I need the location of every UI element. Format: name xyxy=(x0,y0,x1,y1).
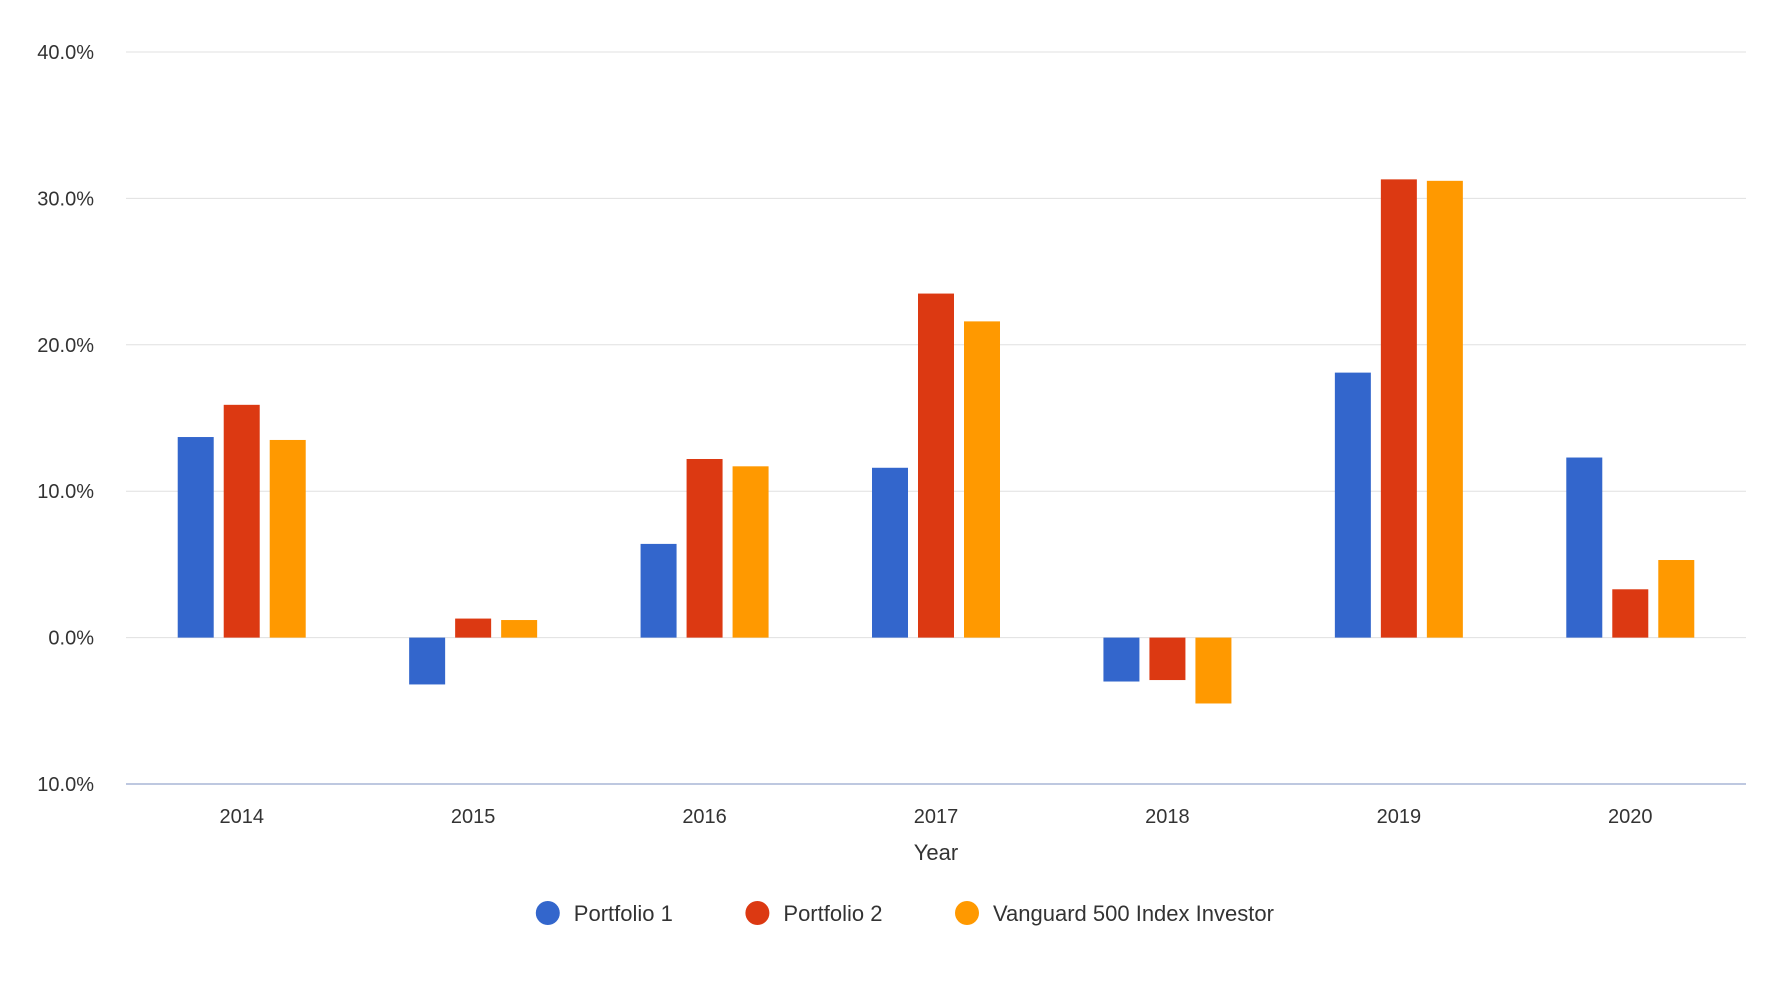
legend: Portfolio 1 Portfolio 2 Vanguard 500 Index… xyxy=(535,901,1274,926)
bar[interactable]: Portfolio 2 2017: 23.5% xyxy=(918,293,954,638)
bar[interactable]: Portfolio 1 2016: 6.4% xyxy=(640,543,677,638)
bar[interactable]: Portfolio 2 2018: -2.9% xyxy=(1149,637,1186,681)
bar[interactable]: Portfolio 1 2015: -3.2% xyxy=(409,637,446,685)
x-tick-label: 2019 xyxy=(1377,806,1422,828)
x-tick-label: 2015 xyxy=(451,806,496,828)
legend-item[interactable]: Vanguard 500 Index Investor xyxy=(955,901,1274,926)
bar[interactable]: Portfolio 1 2017: 11.6% xyxy=(872,467,908,638)
y-tick-label: 20.0% xyxy=(37,335,94,357)
legend-label: Portfolio 2 xyxy=(783,901,882,926)
legend-item[interactable]: Portfolio 2 xyxy=(745,901,882,926)
bars: Portfolio 1 2014: 13.7%Portfolio 2 2014:… xyxy=(177,179,1695,704)
bar[interactable]: Vanguard 500 Index Investor 2020: 5.3% xyxy=(1658,560,1695,638)
x-axis-tick-labels: 2014 2015 2016 2017 2018 2019 2020 xyxy=(219,806,1652,828)
bar[interactable]: Vanguard 500 Index Investor 2015: 1.2% xyxy=(501,620,538,638)
legend-swatch xyxy=(535,901,560,925)
bar[interactable]: Vanguard 500 Index Investor 2018: -4.5% xyxy=(1195,637,1232,704)
x-tick-label: 2016 xyxy=(682,806,727,828)
bar[interactable]: Portfolio 1 2018: -3% xyxy=(1103,637,1140,682)
x-axis-title: Year xyxy=(914,840,958,865)
bar[interactable]: Portfolio 2 2020: 3.3% xyxy=(1612,589,1649,638)
legend-swatch xyxy=(955,901,979,925)
y-tick-label: 0.0% xyxy=(48,628,94,650)
x-tick-label: 2014 xyxy=(219,806,264,828)
bar[interactable]: Vanguard 500 Index Investor 2019: 31.2% xyxy=(1426,180,1463,638)
bar[interactable]: Portfolio 1 2019: 18.1% xyxy=(1334,372,1371,638)
bar[interactable]: Portfolio 2 2016: 12.2% xyxy=(686,458,723,638)
y-axis-tick-labels: 40.0% 30.0% 20.0% 10.0% 0.0% 10.0% xyxy=(37,42,94,796)
bar[interactable]: Portfolio 1 2020: 12.3% xyxy=(1566,457,1603,638)
legend-label: Portfolio 1 xyxy=(574,901,673,926)
bar[interactable]: Vanguard 500 Index Investor 2017: 21.6% xyxy=(964,321,1000,638)
bar[interactable]: Vanguard 500 Index Investor 2016: 11.7% xyxy=(732,466,769,638)
x-tick-label: 2018 xyxy=(1145,806,1190,828)
legend-item[interactable]: Portfolio 1 xyxy=(535,901,673,926)
bar[interactable]: Portfolio 2 2014: 15.9% xyxy=(223,404,260,638)
bar[interactable]: Vanguard 500 Index Investor 2014: 13.5% xyxy=(269,439,306,638)
y-tick-label: 10.0% xyxy=(37,774,94,796)
y-tick-label: 40.0% xyxy=(37,42,94,64)
legend-swatch xyxy=(745,901,770,925)
bar[interactable]: Portfolio 1 2014: 13.7% xyxy=(177,437,214,638)
x-tick-label: 2020 xyxy=(1608,806,1653,828)
bar[interactable]: Portfolio 2 2019: 31.3% xyxy=(1380,179,1417,638)
y-tick-label: 10.0% xyxy=(37,481,94,503)
legend-label: Vanguard 500 Index Investor xyxy=(993,901,1274,926)
bar[interactable]: Portfolio 2 2015: 1.3% xyxy=(455,618,492,638)
x-tick-label: 2017 xyxy=(914,806,959,828)
y-tick-label: 30.0% xyxy=(37,188,94,210)
